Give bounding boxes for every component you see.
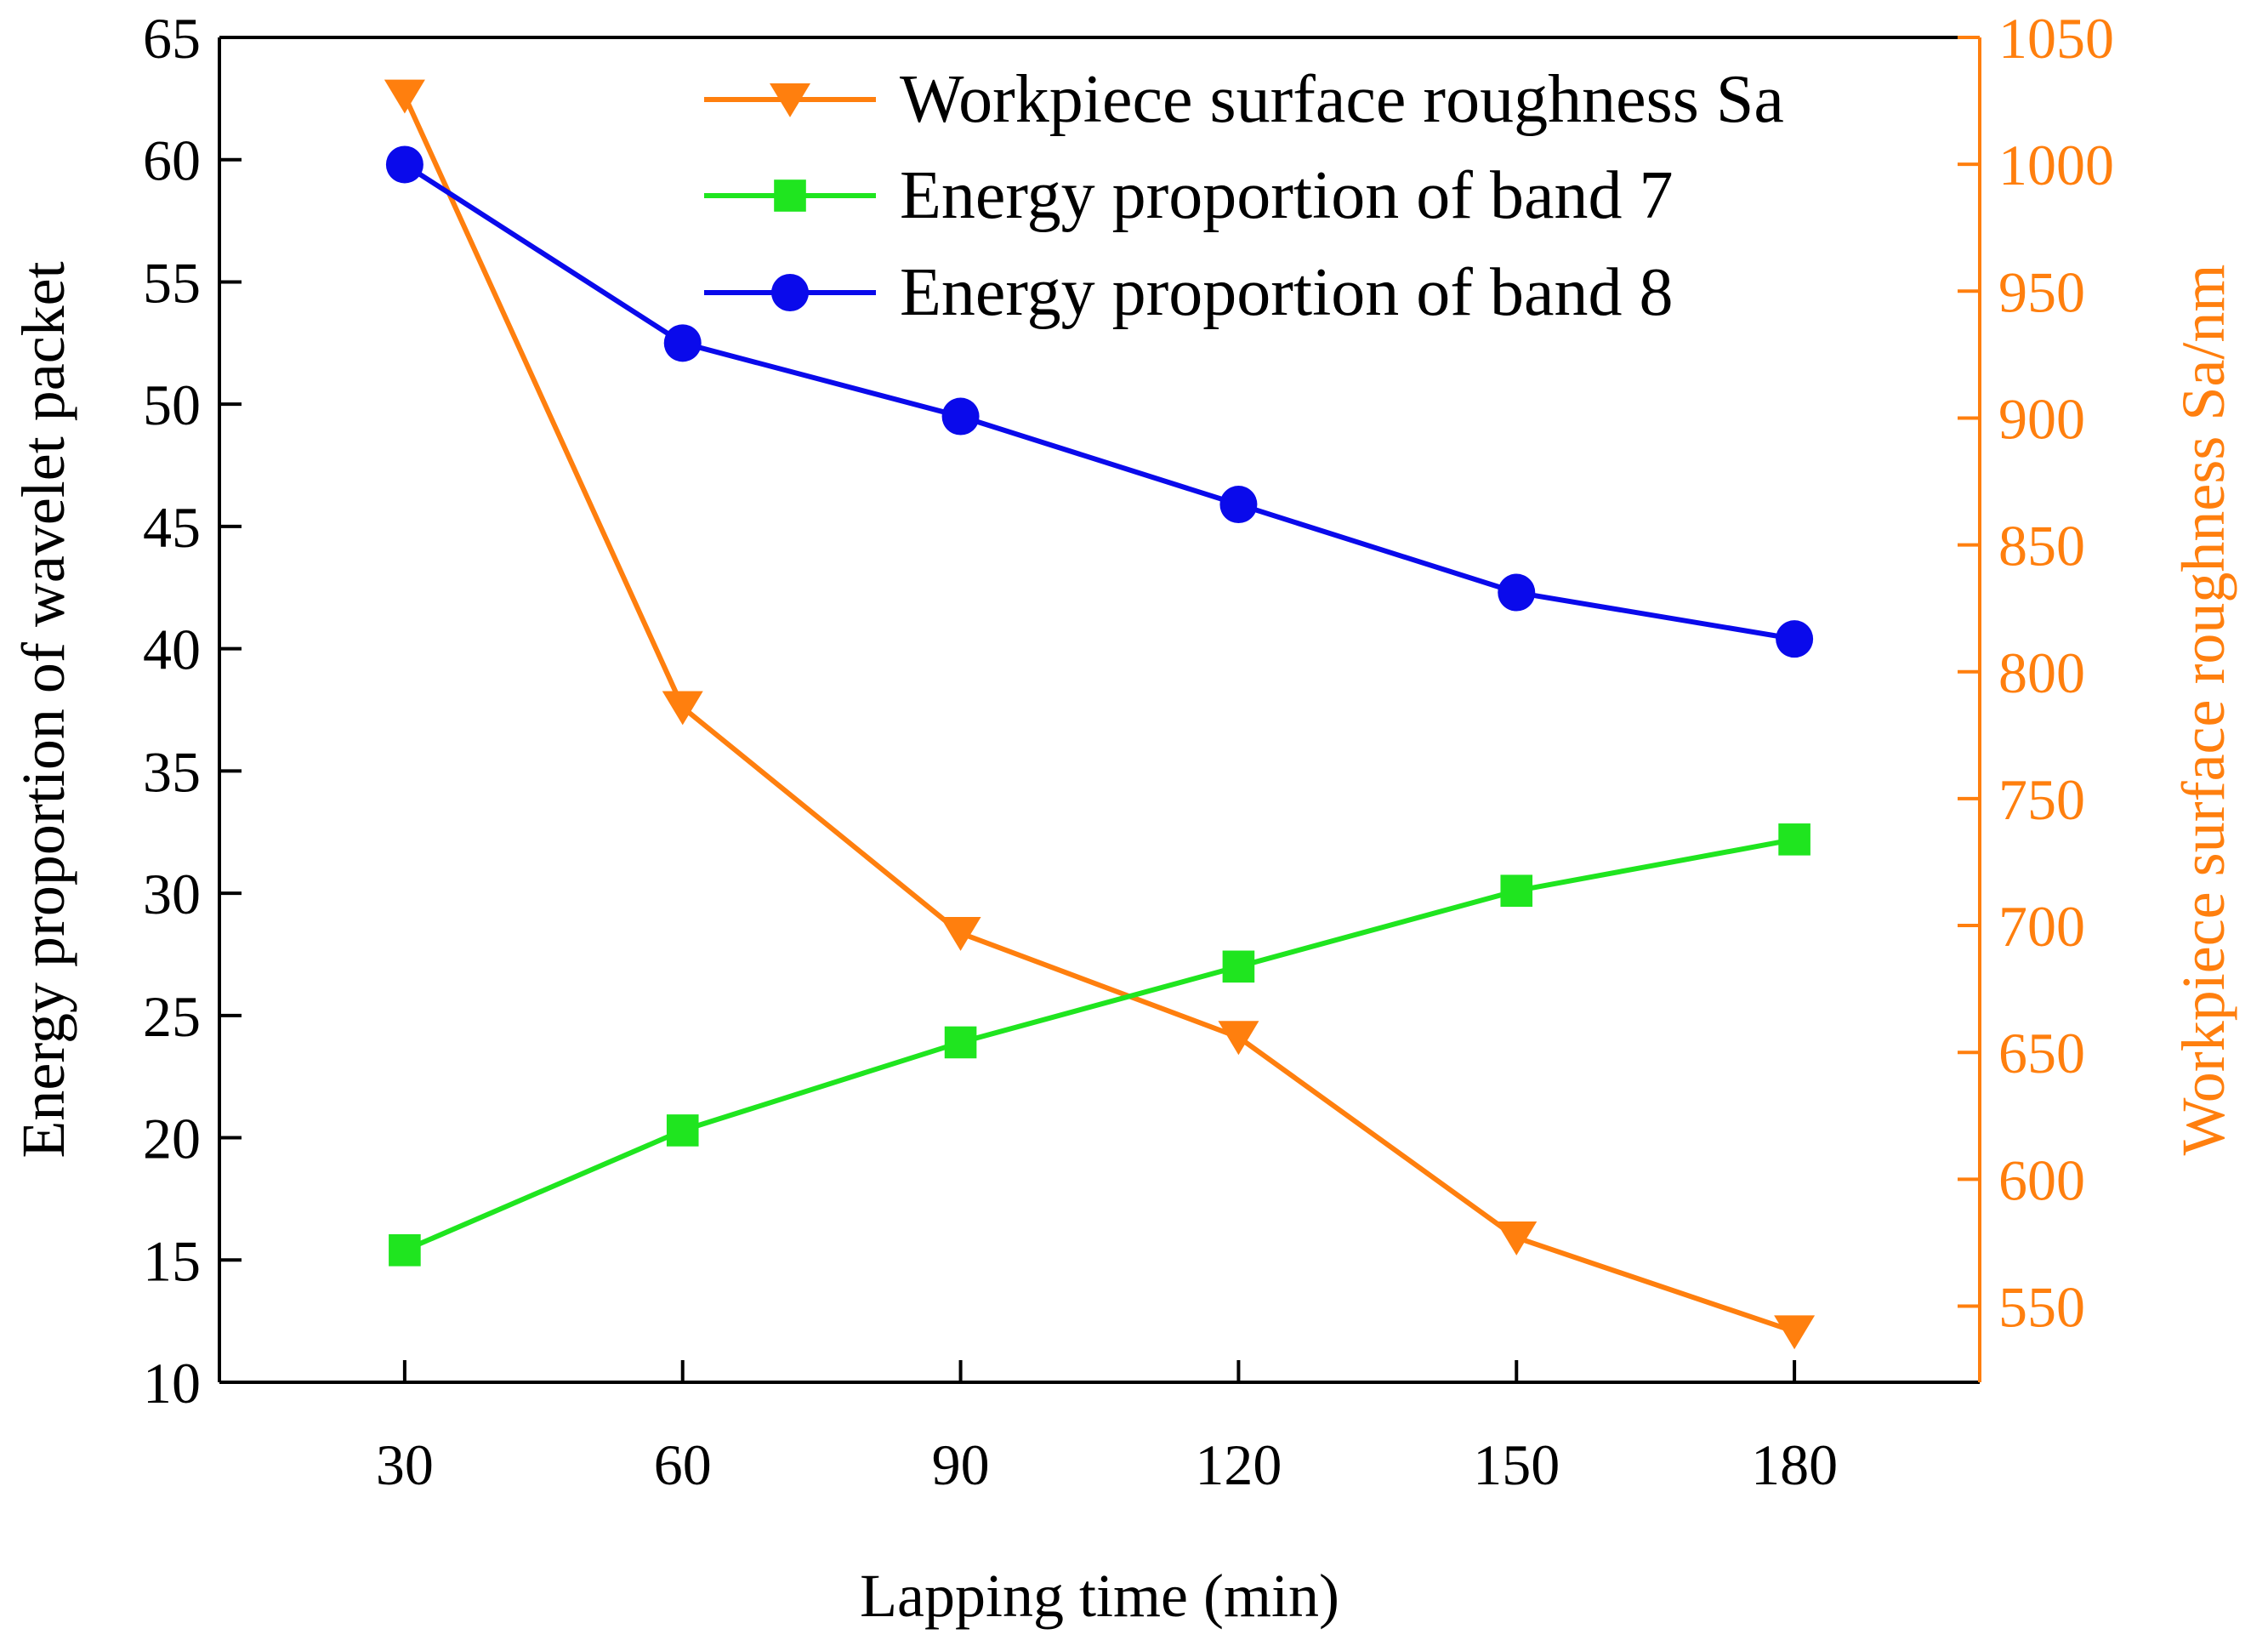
y-right-tick-label: 900 — [1998, 386, 2085, 451]
y-left-tick-label: 55 — [143, 250, 201, 315]
legend-label-1: Energy proportion of band 7 — [900, 158, 1673, 233]
data-point-0-1 — [662, 691, 703, 726]
data-point-1-2 — [944, 1026, 977, 1059]
legend-marker-0 — [770, 83, 810, 117]
data-point-0-5 — [1774, 1315, 1816, 1350]
data-point-2-2 — [941, 397, 980, 436]
series-line-0 — [402, 94, 1796, 1335]
series-line-1 — [403, 836, 1795, 1253]
y-right-tick-label: 600 — [1998, 1147, 2085, 1212]
data-point-1-3 — [1222, 950, 1255, 983]
series-2 — [385, 145, 1814, 658]
y-left-tick-label: 50 — [143, 373, 201, 437]
y-left-tick-label: 65 — [143, 6, 201, 71]
data-point-1-0 — [389, 1233, 421, 1267]
y-right-tick-label: 800 — [1998, 641, 2085, 705]
data-point-2-5 — [1776, 620, 1814, 658]
y-left-tick-label: 25 — [143, 984, 201, 1049]
data-point-1-1 — [666, 1114, 699, 1147]
x-axis-title: Lapping time (min) — [860, 1562, 1339, 1630]
y-left-tick-label: 40 — [143, 618, 201, 682]
legend-item-0: Workpiece surface roughness Sa — [704, 62, 1784, 137]
y-left-tick-label: 35 — [143, 739, 201, 804]
data-point-0-4 — [1496, 1221, 1538, 1256]
x-tick-label: 180 — [1751, 1432, 1838, 1497]
legend-marker-1 — [774, 179, 806, 212]
y-left-tick-label: 45 — [143, 495, 201, 560]
x-tick-label: 150 — [1473, 1432, 1560, 1497]
data-point-2-1 — [663, 324, 702, 362]
legend-item-1: Energy proportion of band 7 — [704, 158, 1673, 233]
legend-item-2: Energy proportion of band 8 — [704, 255, 1673, 330]
data-point-0-3 — [1218, 1021, 1259, 1056]
data-point-2-3 — [1219, 486, 1258, 524]
data-point-2-0 — [385, 145, 423, 184]
y-left-tick-label: 20 — [143, 1107, 201, 1171]
y-left-tick-label: 30 — [143, 862, 201, 926]
series-1 — [389, 823, 1810, 1267]
y-left-tick-label: 60 — [143, 128, 201, 193]
legend: Workpiece surface roughness Sa Energy pro… — [704, 62, 1784, 330]
y-right-tick-label: 650 — [1998, 1021, 2085, 1085]
series-group — [384, 79, 1816, 1350]
legend-label-2: Energy proportion of band 8 — [900, 255, 1673, 330]
series-line-2 — [403, 162, 1795, 642]
y-left-axis-title: Energy proportion of wavelet packet — [9, 261, 77, 1158]
y-right-tick-label: 1050 — [1998, 6, 2114, 71]
y-right-tick-label: 550 — [1998, 1275, 2085, 1340]
y-right-axis-title: Workpiece surface roughness Sa/nm — [2169, 265, 2237, 1156]
x-tick-label: 120 — [1195, 1432, 1282, 1497]
y-left-tick-label: 10 — [143, 1351, 201, 1415]
y-right-tick-label: 750 — [1998, 767, 2085, 832]
x-tick-label: 30 — [376, 1432, 434, 1497]
y-right-tick-label: 850 — [1998, 514, 2085, 578]
y-right-tick-label: 1000 — [1998, 133, 2114, 197]
y-right-tick-label: 950 — [1998, 259, 2085, 324]
data-point-2-4 — [1498, 573, 1536, 612]
y-right-tick-label: 700 — [1998, 894, 2085, 959]
legend-marker-2 — [771, 274, 809, 311]
data-point-0-0 — [384, 79, 425, 114]
data-point-1-4 — [1500, 874, 1533, 908]
axes-group: 30 60 90 120 150 180 10 15 20 25 30 35 40 45 50 55 60 65 5… — [9, 6, 2237, 1630]
series-0 — [384, 79, 1816, 1350]
x-tick-label: 90 — [932, 1432, 990, 1497]
data-point-0-2 — [940, 917, 981, 951]
legend-label-0: Workpiece surface roughness Sa — [900, 62, 1784, 137]
data-point-1-5 — [1778, 823, 1810, 856]
x-tick-label: 60 — [654, 1432, 712, 1497]
y-left-tick-label: 15 — [143, 1228, 201, 1293]
